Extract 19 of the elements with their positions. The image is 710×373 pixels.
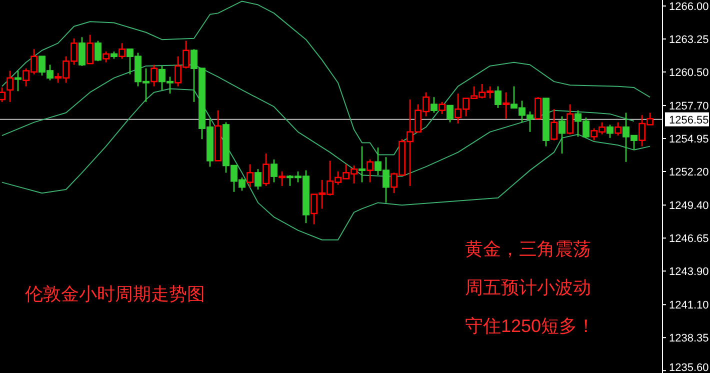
y-tick-label: 1260.50 [669, 66, 709, 79]
line-series [2, 88, 650, 240]
y-tick-label: 1246.65 [669, 233, 709, 246]
y-tick-label: 1257.70 [669, 100, 709, 113]
y-tick-label: 1249.40 [669, 200, 709, 212]
y-tick-label: 1241.10 [669, 300, 709, 312]
annotation: 黄金，三角震荡 [465, 239, 591, 259]
annotation: 周五预计小波动 [465, 278, 591, 298]
annotation: 伦敦金小时周期走势图 [25, 284, 205, 304]
y-tick-label: 1263.25 [669, 34, 709, 46]
y-tick-label: 1266.00 [669, 0, 709, 13]
y-tick-label: 1252.20 [669, 166, 709, 179]
y-tick-label: 1235.60 [669, 362, 709, 373]
line-series [2, 0, 650, 156]
y-tick-label: 1243.90 [669, 266, 709, 278]
ref-line-label: 1256.55 [669, 114, 709, 126]
y-tick-label: 1254.95 [669, 134, 709, 146]
annotation: 守住1250短多！ [465, 316, 596, 336]
y-tick-label: 1238.35 [669, 332, 709, 345]
